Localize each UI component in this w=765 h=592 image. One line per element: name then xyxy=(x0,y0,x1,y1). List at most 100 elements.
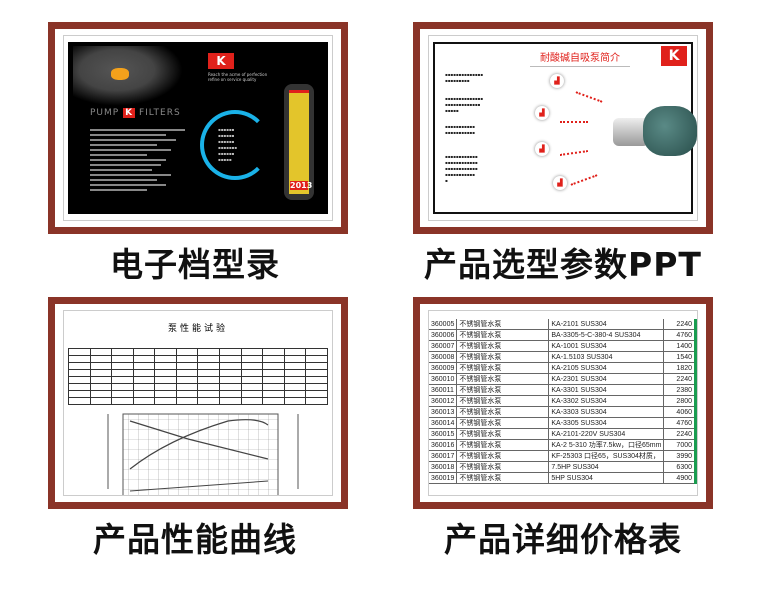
name-cell: 不锈钢管水泵 xyxy=(456,450,550,463)
price-cell: 1540 xyxy=(663,351,697,364)
table-row: 360017 不锈钢管水泵 KF-25303 口径65，SUS304材质， 3990 xyxy=(429,450,697,463)
chart-icon: ▟ xyxy=(535,142,549,156)
chart-icon: ▟ xyxy=(553,176,567,190)
china-highlight xyxy=(111,68,129,80)
price-cell: 7000 xyxy=(663,439,697,452)
model-cell: KA-2101 SUS304 xyxy=(548,319,665,331)
curve-thumbnail[interactable]: 泵性能试验 xyxy=(48,297,348,509)
model-cell: KA-2101-220V SUS304 xyxy=(548,428,665,441)
world-map xyxy=(73,46,183,106)
price-cell: 1820 xyxy=(663,362,697,375)
brochure-spread: PUMP K FILTERS K Reach the acme of perfe… xyxy=(68,42,328,214)
code-cell: 360008 xyxy=(429,351,458,364)
model-cell: KA-2301 SUS304 xyxy=(548,373,665,386)
ppt-image: 耐酸碱自吸泵简介 K ▪▪▪▪▪▪▪▪▪▪▪▪▪▪ ▪▪▪▪▪▪▪▪▪ ▪▪▪▪▪… xyxy=(428,35,698,221)
model-cell: KA-1001 SUS304 xyxy=(548,340,665,353)
name-cell: 不锈钢管水泵 xyxy=(456,373,550,386)
price-cell: 2800 xyxy=(663,395,697,408)
code-cell: 360007 xyxy=(429,340,458,353)
year-badge: 2013 xyxy=(284,84,314,200)
arrow xyxy=(575,91,603,103)
price-cell: 2380 xyxy=(663,384,697,397)
price-cell: 4060 xyxy=(663,406,697,419)
name-cell: 不锈钢管水泵 xyxy=(456,319,550,331)
price-image: 360005 不锈钢管水泵 KA-2101 SUS304 2240 360006 不锈钢管… xyxy=(428,310,698,496)
brand-right: FILTERS xyxy=(138,108,181,118)
model-cell: KA-3301 SUS304 xyxy=(548,384,665,397)
table-row: 360009 不锈钢管水泵 KA-2105 SUS304 1820 xyxy=(429,362,697,375)
chart-icon: ▟ xyxy=(535,106,549,120)
k-logo: K xyxy=(208,53,234,69)
code-cell: 360005 xyxy=(429,319,458,331)
catalog-thumbnail[interactable]: PUMP K FILTERS K Reach the acme of perfe… xyxy=(48,22,348,234)
name-cell: 不锈钢管水泵 xyxy=(456,351,550,364)
slide-title: 耐酸碱自吸泵简介 xyxy=(530,49,630,67)
table-row: 360005 不锈钢管水泵 KA-2101 SUS304 2240 xyxy=(429,319,697,331)
ppt-thumbnail[interactable]: 耐酸碱自吸泵简介 K ▪▪▪▪▪▪▪▪▪▪▪▪▪▪ ▪▪▪▪▪▪▪▪▪ ▪▪▪▪▪… xyxy=(413,22,713,234)
model-cell: 5HP SUS304 xyxy=(548,472,665,485)
price-cell: 4900 xyxy=(663,472,697,485)
table-row: 360015 不锈钢管水泵 KA-2101-220V SUS304 2240 xyxy=(429,428,697,441)
text-block: ▪▪▪▪▪▪▪▪▪▪▪▪ ▪▪▪▪▪▪▪▪▪▪▪▪ ▪▪▪▪▪▪▪▪▪▪▪▪ ▪▪▪▪… xyxy=(445,154,478,183)
table-row: 360011 不锈钢管水泵 KA-3301 SUS304 2380 xyxy=(429,384,697,397)
model-cell: KA-2105 SUS304 xyxy=(548,362,665,375)
k-logo: K xyxy=(661,46,687,66)
brand-left: PUMP xyxy=(90,108,120,118)
text-block: ▪▪▪▪▪▪▪▪▪▪▪ ▪▪▪▪▪▪▪▪▪▪▪ xyxy=(445,124,475,135)
price-cell: 4760 xyxy=(663,329,697,342)
arrow xyxy=(560,121,588,123)
code-cell: 360018 xyxy=(429,461,458,474)
table-row: 360007 不锈钢管水泵 KA-1001 SUS304 1400 xyxy=(429,340,697,353)
name-cell: 不锈钢管水泵 xyxy=(456,417,550,430)
slogan: Reach the acme of perfection refine on s… xyxy=(208,72,268,82)
ppt-caption: 产品选型参数PPT xyxy=(424,245,702,284)
price-table: 360005 不锈钢管水泵 KA-2101 SUS304 2240 360006 不锈钢管… xyxy=(429,319,697,485)
table-row: 360012 不锈钢管水泵 KA-3302 SUS304 2800 xyxy=(429,395,697,408)
catalog-image: PUMP K FILTERS K Reach the acme of perfe… xyxy=(63,35,333,221)
table-row: 360016 不锈钢管水泵 KA-2 5-310 功率7.5kw，口径65mm 700… xyxy=(429,439,697,452)
price-cell: 2240 xyxy=(663,428,697,441)
brand-k: K xyxy=(123,108,136,118)
menu-lines: ▪▪▪▪▪▪ ▪▪▪▪▪▪ ▪▪▪▪▪▪ ▪▪▪▪▪▪▪ ▪▪▪▪▪▪ ▪▪▪▪▪ xyxy=(218,127,237,162)
price-cell: 2240 xyxy=(663,373,697,386)
table-row: 360010 不锈钢管水泵 KA-2301 SUS304 2240 xyxy=(429,373,697,386)
slide: 耐酸碱自吸泵简介 K ▪▪▪▪▪▪▪▪▪▪▪▪▪▪ ▪▪▪▪▪▪▪▪▪ ▪▪▪▪▪… xyxy=(433,42,697,214)
name-cell: 不锈钢管水泵 xyxy=(456,428,550,441)
report-title: 泵性能试验 xyxy=(167,324,228,334)
year-label: 2013 xyxy=(290,181,313,190)
model-cell: BA-3305-5-C-380-4 SUS304 xyxy=(548,329,665,342)
code-cell: 360006 xyxy=(429,329,458,342)
name-cell: 不锈钢管水泵 xyxy=(456,406,550,419)
price-cell: 6300 xyxy=(663,461,697,474)
text-block: ▪▪▪▪▪▪▪▪▪▪▪▪▪▪ ▪▪▪▪▪▪▪▪▪▪▪▪▪ ▪▪▪▪▪ xyxy=(445,96,483,113)
chart-icon: ▟ xyxy=(550,74,564,88)
model-cell: KF-25303 口径65，SUS304材质， xyxy=(548,450,665,463)
code-cell: 360019 xyxy=(429,472,458,485)
test-report: 泵性能试验 xyxy=(68,317,328,495)
code-cell: 360012 xyxy=(429,395,458,408)
name-cell: 不锈钢管水泵 xyxy=(456,395,550,408)
code-cell: 360011 xyxy=(429,384,458,397)
price-cell: 3990 xyxy=(663,450,697,463)
table-row: 360018 不锈钢管水泵 7.5HP SUS304 6300 xyxy=(429,461,697,474)
model-cell: KA-3302 SUS304 xyxy=(548,395,665,408)
model-cell: 7.5HP SUS304 xyxy=(548,461,665,474)
code-cell: 360013 xyxy=(429,406,458,419)
text-block: ▪▪▪▪▪▪▪▪▪▪▪▪▪▪ ▪▪▪▪▪▪▪▪▪ xyxy=(445,72,483,83)
test-data-table xyxy=(68,348,328,405)
name-cell: 不锈钢管水泵 xyxy=(456,384,550,397)
company-info-lines xyxy=(90,126,185,194)
model-cell: KA-2 5-310 功率7.5kw，口径65mm xyxy=(548,439,665,452)
code-cell: 360014 xyxy=(429,417,458,430)
code-cell: 360010 xyxy=(429,373,458,386)
name-cell: 不锈钢管水泵 xyxy=(456,340,550,353)
table-row: 360014 不锈钢管水泵 KA-3305 SUS304 4760 xyxy=(429,417,697,430)
arrow xyxy=(570,174,598,186)
model-cell: KA-3303 SUS304 xyxy=(548,406,665,419)
code-cell: 360009 xyxy=(429,362,458,375)
price-cell: 4760 xyxy=(663,417,697,430)
price-caption: 产品详细价格表 xyxy=(444,520,682,559)
name-cell: 不锈钢管水泵 xyxy=(456,439,550,452)
price-thumbnail[interactable]: 360005 不锈钢管水泵 KA-2101 SUS304 2240 360006 不锈钢管… xyxy=(413,297,713,509)
table-row: 360013 不锈钢管水泵 KA-3303 SUS304 4060 xyxy=(429,406,697,419)
